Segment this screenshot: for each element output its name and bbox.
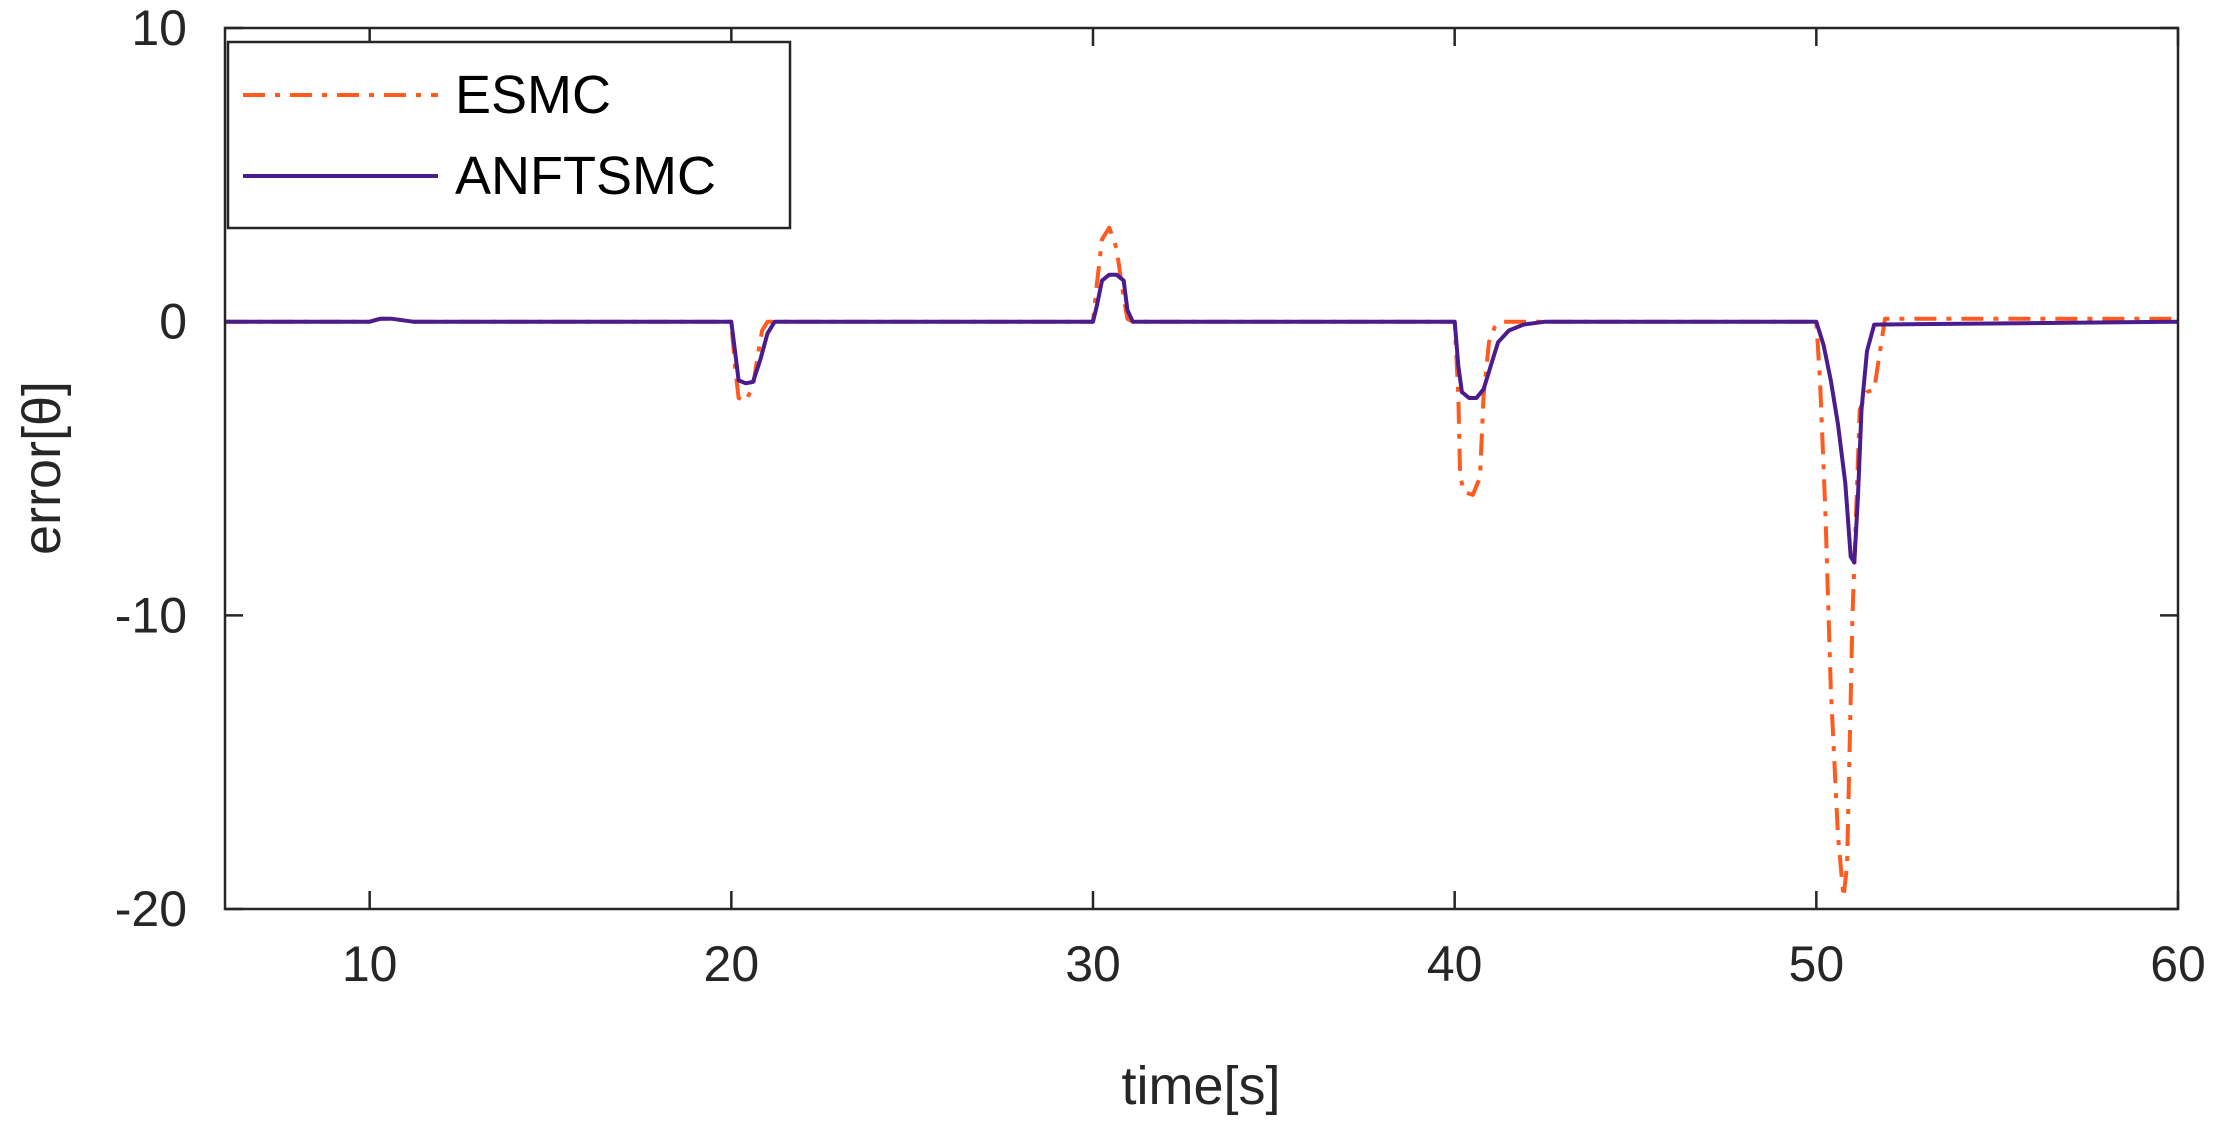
- legend-label-anftsmc: ANFTSMC: [455, 146, 716, 206]
- series-line-anftsmc: [225, 272, 2179, 565]
- y-tick-label: 0: [159, 294, 187, 350]
- legend-label-esmc: ESMC: [455, 65, 611, 125]
- x-tick-label: 20: [704, 936, 760, 992]
- y-tick-label: 10: [131, 0, 187, 56]
- x-tick-label: 40: [1427, 936, 1483, 992]
- x-tick-label: 50: [1789, 936, 1845, 992]
- y-tick-label: -10: [115, 587, 187, 643]
- x-tick-label: 30: [1065, 936, 1121, 992]
- legend: ESMC ANFTSMC: [226, 40, 792, 230]
- legend-box: [226, 40, 792, 230]
- y-axis-label: error[θ]: [12, 381, 72, 555]
- x-tick-label: 60: [2150, 936, 2206, 992]
- plot-frame: [223, 26, 2180, 911]
- x-tick-label: 10: [342, 936, 398, 992]
- y-tick-label: -20: [115, 881, 187, 937]
- x-axis-label: time[s]: [1121, 1056, 1280, 1116]
